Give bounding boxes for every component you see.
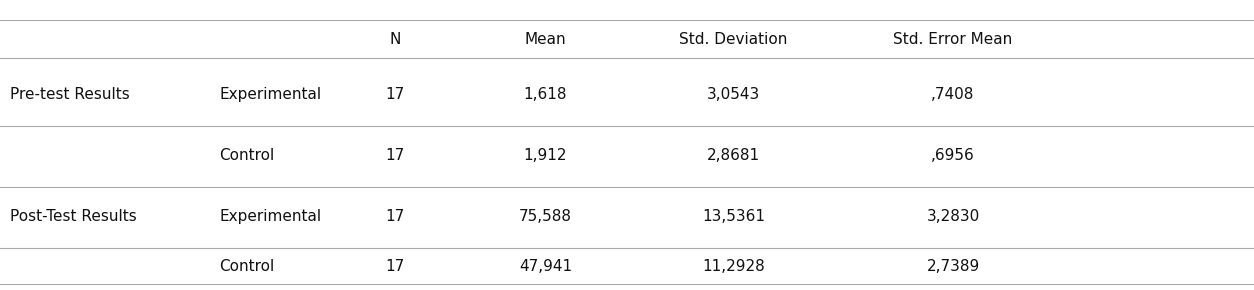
Text: Control: Control [219,148,275,163]
Text: 3,2830: 3,2830 [927,209,979,224]
Text: 17: 17 [385,87,405,102]
Text: 11,2928: 11,2928 [702,259,765,274]
Text: ,7408: ,7408 [932,87,974,102]
Text: 75,588: 75,588 [519,209,572,224]
Text: 13,5361: 13,5361 [702,209,765,224]
Text: 47,941: 47,941 [519,259,572,274]
Text: Post-Test Results: Post-Test Results [10,209,137,224]
Text: 2,8681: 2,8681 [707,148,760,163]
Text: 17: 17 [385,148,405,163]
Text: 17: 17 [385,209,405,224]
Text: 17: 17 [385,259,405,274]
Text: 1,912: 1,912 [524,148,567,163]
Text: 1,618: 1,618 [524,87,567,102]
Text: Pre-test Results: Pre-test Results [10,87,129,102]
Text: N: N [389,32,401,47]
Text: Experimental: Experimental [219,209,321,224]
Text: 2,7389: 2,7389 [927,259,979,274]
Text: Std. Error Mean: Std. Error Mean [893,32,1013,47]
Text: Experimental: Experimental [219,87,321,102]
Text: Control: Control [219,259,275,274]
Text: Mean: Mean [524,32,567,47]
Text: Std. Deviation: Std. Deviation [680,32,788,47]
Text: ,6956: ,6956 [932,148,974,163]
Text: 3,0543: 3,0543 [707,87,760,102]
